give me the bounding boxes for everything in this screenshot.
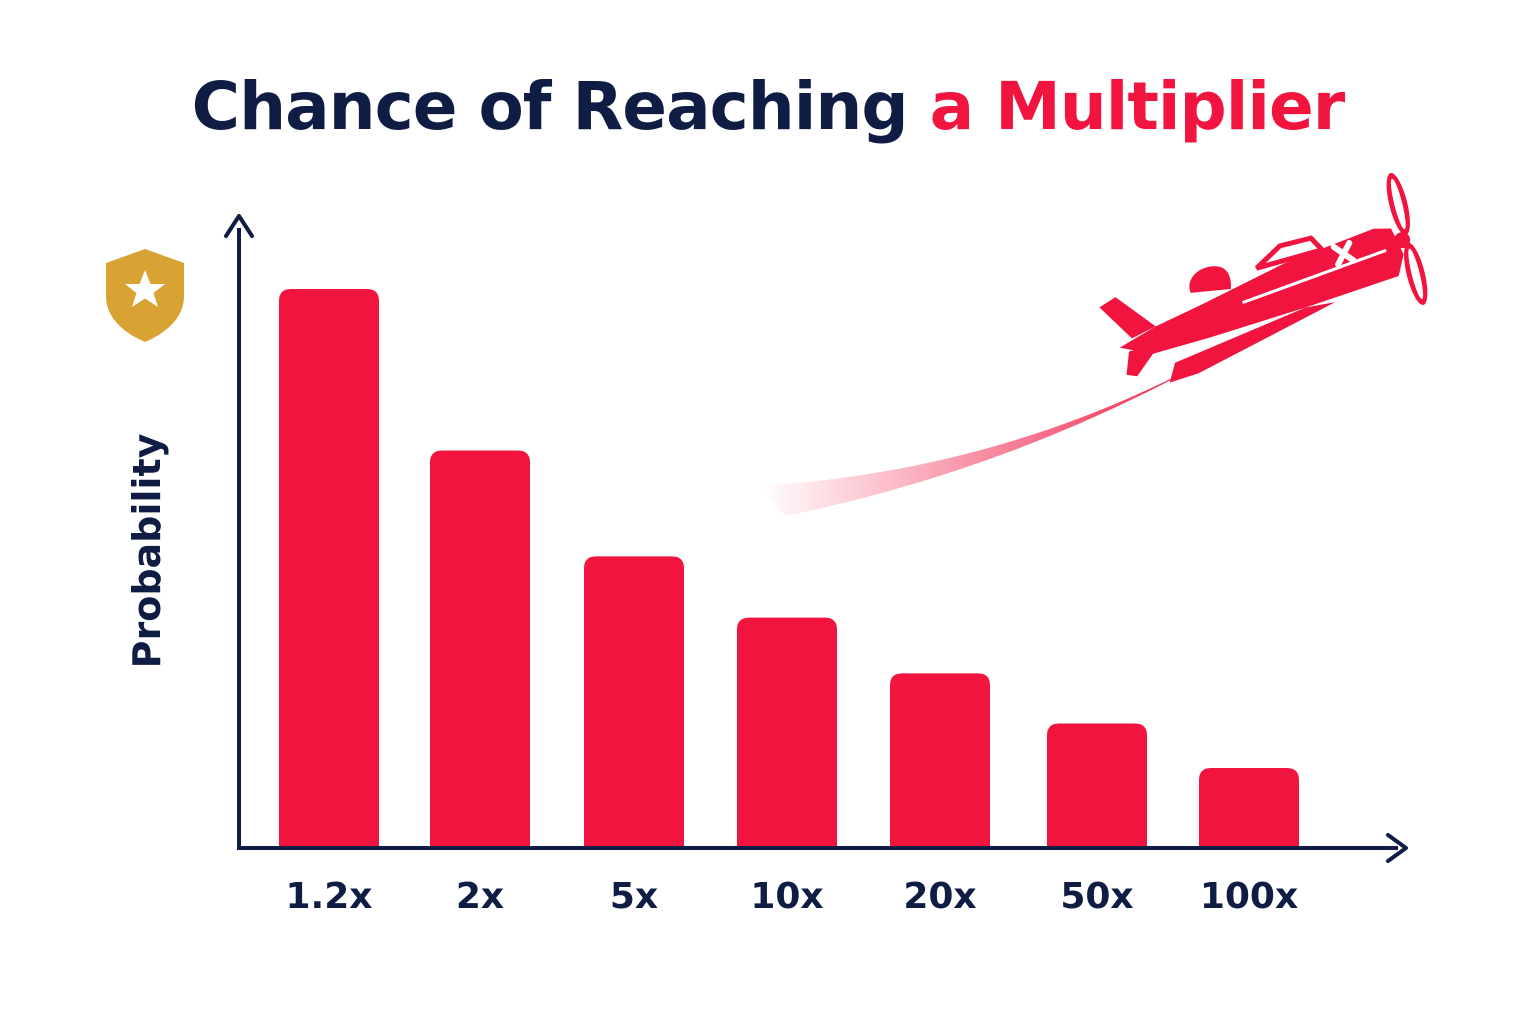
bar-100x	[1199, 768, 1299, 846]
title-part-1: Chance of Reaching	[191, 68, 909, 145]
bar-1.2x	[279, 289, 379, 846]
bar-5x	[584, 556, 684, 846]
x-tick-label: 5x	[610, 876, 658, 917]
shield-star-icon	[106, 249, 184, 342]
x-tick-label: 20x	[903, 876, 976, 917]
bars	[279, 289, 1299, 846]
title-part-2: a Multiplier	[929, 68, 1346, 145]
bar-10x	[737, 617, 837, 846]
y-axis-arrow	[224, 214, 254, 238]
x-tick-label: 100x	[1200, 876, 1298, 917]
airplane-icon	[1099, 172, 1428, 383]
bar-2x	[430, 450, 530, 846]
bar-50x	[1047, 723, 1147, 846]
x-tick-label: 2x	[456, 876, 504, 917]
y-axis-label: Probability	[125, 433, 169, 668]
x-tick-label: 10x	[750, 876, 823, 917]
x-tick-labels: 1.2x 2x 5x 10x 20x 50x 100x	[286, 876, 1299, 917]
x-tick-label: 1.2x	[286, 876, 373, 917]
x-tick-label: 50x	[1060, 876, 1133, 917]
chart-title: Chance of Reaching a Multiplier	[0, 62, 1536, 152]
flight-trail	[760, 352, 1222, 516]
x-axis-arrow	[1386, 833, 1408, 863]
bar-20x	[890, 673, 990, 846]
